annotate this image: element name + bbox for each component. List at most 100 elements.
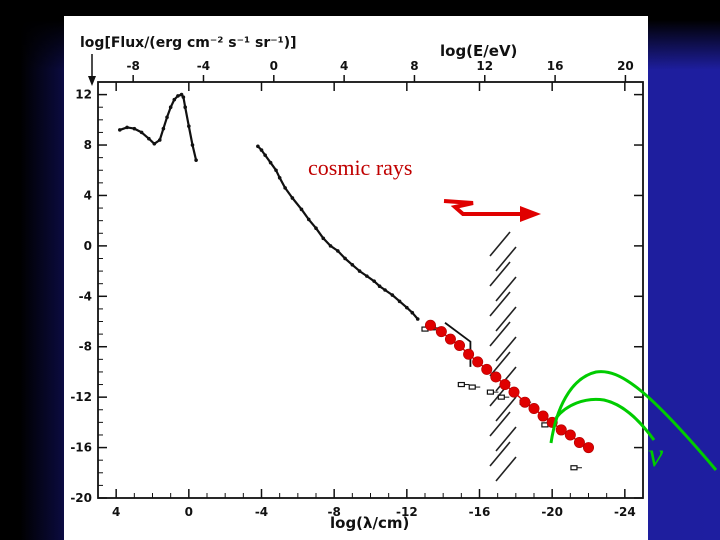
data-point bbox=[415, 317, 420, 321]
y-tick-label: -12 bbox=[70, 390, 92, 404]
data-marker bbox=[457, 381, 465, 388]
cosmic-ray-point bbox=[424, 319, 436, 331]
data-point bbox=[190, 143, 195, 147]
x-bottom-tick-label: -16 bbox=[469, 505, 491, 519]
hatch-dash bbox=[495, 366, 517, 392]
cosmic-rays-arrowhead bbox=[520, 206, 541, 222]
x-top-tick-label: -8 bbox=[126, 59, 139, 73]
cosmic-ray-point bbox=[435, 326, 447, 338]
plot-frame bbox=[97, 81, 644, 499]
figure-panel bbox=[64, 16, 648, 540]
cosmic-ray-point bbox=[564, 429, 576, 441]
x-bottom-tick-label: -20 bbox=[541, 505, 563, 519]
cosmic-ray-point bbox=[519, 396, 531, 408]
x-bottom-tick-label: -12 bbox=[396, 505, 418, 519]
x-bottom-tick-label: -8 bbox=[327, 505, 340, 519]
data-point bbox=[168, 105, 173, 110]
y-tick-label: -16 bbox=[70, 441, 92, 455]
data-point bbox=[172, 97, 177, 102]
cosmic-ray-point bbox=[528, 402, 540, 414]
cosmic-ray-point bbox=[490, 371, 502, 383]
hatch-dash bbox=[495, 456, 517, 482]
neutrino-curves bbox=[549, 370, 718, 471]
data-point bbox=[405, 305, 409, 310]
data-point bbox=[176, 94, 180, 98]
cosmic-ray-point bbox=[463, 348, 475, 360]
hatch-dash bbox=[495, 426, 517, 452]
hatch-dash bbox=[489, 291, 511, 317]
data-point bbox=[125, 125, 129, 130]
neutrino-label: ν bbox=[648, 437, 664, 474]
y-axis: 12 8 4 0 -4 -8 -12 -16 -20 bbox=[70, 81, 643, 505]
data-point bbox=[268, 160, 273, 165]
data-point bbox=[321, 236, 326, 241]
hatch-dash bbox=[489, 441, 511, 467]
data-point bbox=[372, 279, 376, 283]
x-top-tick-label: 12 bbox=[476, 59, 493, 73]
data-point bbox=[187, 124, 191, 128]
y-tick-label: 8 bbox=[84, 138, 92, 152]
data-point bbox=[161, 126, 166, 131]
x-axis-bottom-label: log(λ/cm) bbox=[330, 514, 409, 532]
data-point bbox=[194, 158, 198, 162]
cosmic-ray-point bbox=[582, 442, 594, 454]
neutrino-curve-inner bbox=[554, 397, 656, 441]
data-point bbox=[377, 284, 382, 289]
cosmic-ray-point bbox=[481, 363, 493, 375]
data-point bbox=[263, 153, 267, 157]
data-point bbox=[152, 141, 157, 146]
x-top-tick-label: 8 bbox=[410, 59, 418, 73]
cosmic-ray-point bbox=[499, 379, 511, 391]
data-point bbox=[306, 217, 311, 222]
y-tick-label: -4 bbox=[79, 289, 92, 303]
cosmic-ray-markers bbox=[424, 319, 594, 454]
data-point bbox=[328, 244, 333, 248]
cosmic-ray-point bbox=[555, 424, 567, 436]
data-point bbox=[365, 274, 369, 278]
x-axis-top-label: log(E/eV) bbox=[440, 42, 517, 60]
cosmic-ray-point bbox=[454, 339, 466, 351]
x-axis-top: -8 -4 0 4 8 12 16 20 bbox=[126, 59, 634, 82]
y-tick-label: -8 bbox=[79, 340, 92, 354]
data-point bbox=[283, 186, 287, 190]
cosmic-ray-point bbox=[573, 437, 585, 449]
data-point bbox=[274, 168, 278, 173]
plot-area bbox=[118, 92, 594, 482]
y-axis-label: log[Flux/(erg cm⁻² s⁻¹ sr⁻¹)] bbox=[80, 35, 297, 51]
data-point bbox=[256, 144, 260, 149]
data-point bbox=[290, 196, 295, 200]
cosmic-ray-point bbox=[472, 356, 484, 368]
cosmic-ray-point bbox=[508, 386, 520, 398]
data-series-line bbox=[119, 93, 198, 161]
hatch-dash bbox=[495, 336, 517, 362]
plot-border bbox=[97, 81, 644, 499]
x-bottom-tick-label: 4 bbox=[112, 505, 120, 519]
hatch-dash bbox=[489, 231, 511, 257]
cosmic-rays-label: cosmic rays bbox=[308, 155, 412, 180]
cosmic-ray-point bbox=[537, 410, 549, 422]
data-series-group bbox=[118, 92, 582, 471]
data-point bbox=[165, 115, 169, 120]
data-point bbox=[410, 310, 415, 315]
data-point bbox=[390, 293, 395, 297]
neutrino-curve-outer bbox=[549, 370, 718, 471]
x-top-tick-label: 0 bbox=[270, 59, 278, 73]
x-top-tick-label: -4 bbox=[197, 59, 210, 73]
y-tick-label: -20 bbox=[70, 491, 92, 505]
y-axis-label-text: log[Flux/(erg cm⁻² s⁻¹ sr⁻¹)] bbox=[80, 35, 297, 51]
x-bottom-tick-label: 0 bbox=[185, 505, 193, 519]
data-point bbox=[336, 249, 340, 253]
x-bottom-tick-label: -24 bbox=[614, 505, 636, 519]
hatch-dash bbox=[495, 276, 517, 302]
x-top-tick-label: 20 bbox=[617, 59, 634, 73]
x-bottom-tick-label: -4 bbox=[255, 505, 268, 519]
hatch-dash bbox=[489, 261, 511, 287]
x-top-tick-label: 16 bbox=[547, 59, 564, 73]
data-point bbox=[183, 105, 187, 110]
data-point bbox=[132, 126, 137, 131]
x-axis-bottom: 4 0 -4 -8 -12 -16 -20 -24 bbox=[112, 82, 644, 519]
data-point bbox=[179, 92, 184, 97]
data-point bbox=[350, 262, 355, 267]
data-marker bbox=[570, 465, 578, 471]
